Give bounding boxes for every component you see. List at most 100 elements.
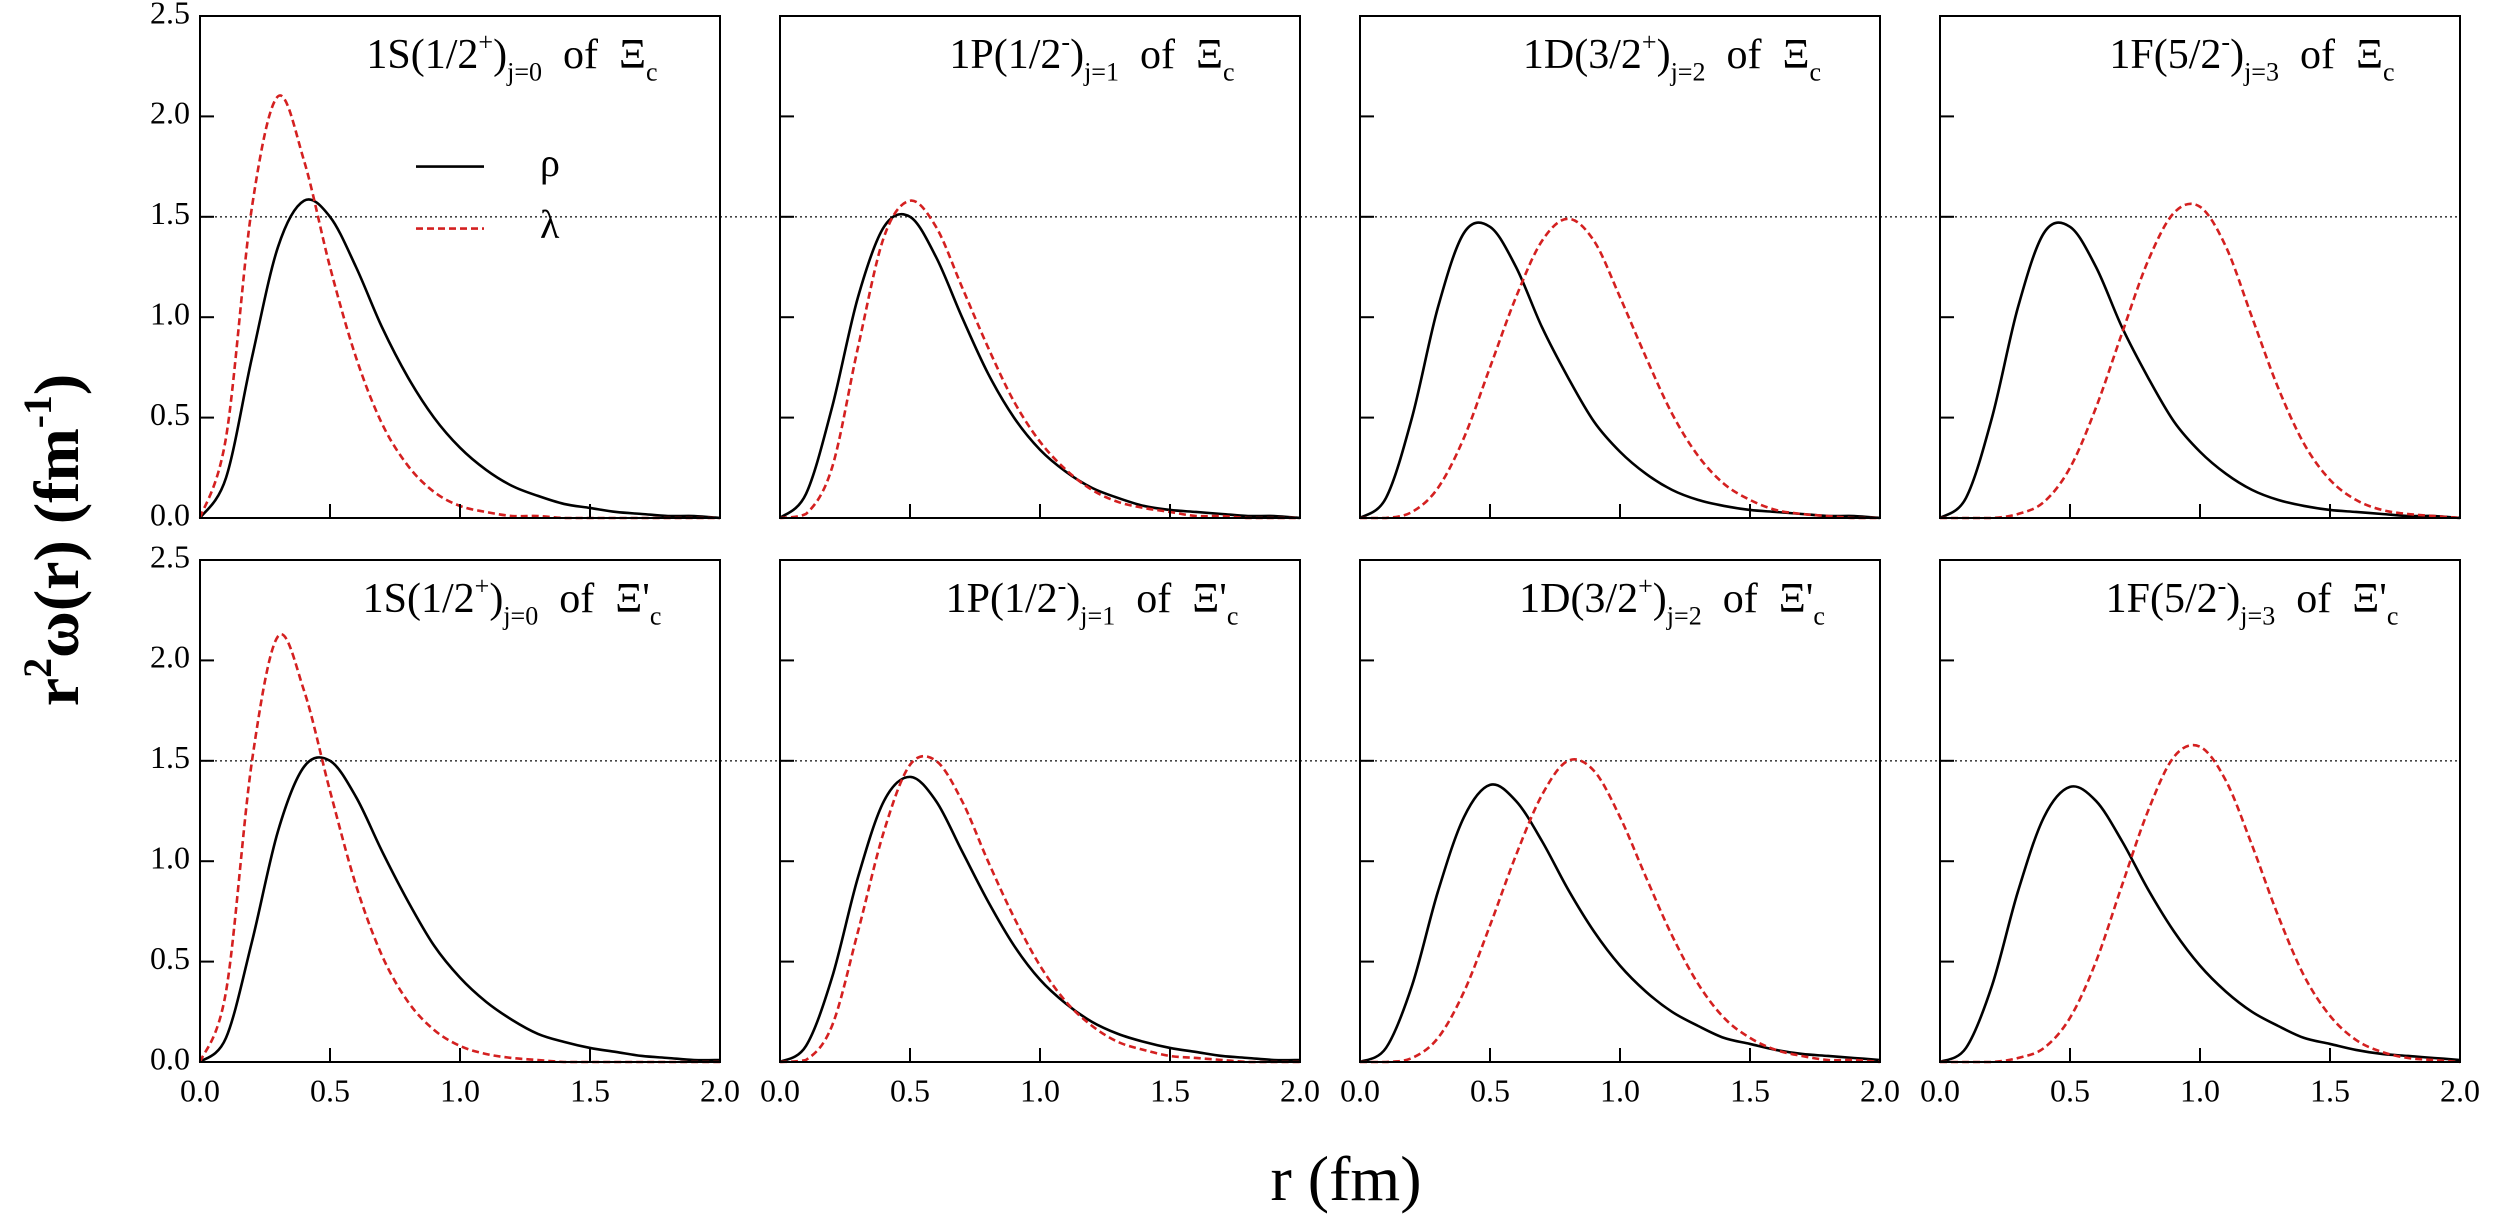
y-axis-label-part: r (21, 678, 92, 706)
panel-title-part: ) (1657, 32, 1671, 78)
panel-title: 1D(3/2+)j=2 of Ξ'c (1519, 571, 1825, 630)
y-tick-label: 2.5 (150, 0, 190, 30)
panel-title: 1F(5/2-)j=3 of Ξ'c (2106, 571, 2399, 630)
legend-label: λ (540, 202, 560, 247)
x-tick-label: 1.5 (1150, 1072, 1190, 1108)
x-tick-label: 0.0 (760, 1072, 800, 1108)
plot-frame (199, 559, 721, 1063)
panel-title-part: - (1058, 571, 1067, 600)
y-tick-label: 2.0 (150, 95, 190, 131)
panel-title-part: 1P(1/2 (946, 576, 1058, 622)
panel-title-part: ) (1070, 32, 1084, 78)
plot-frame (199, 15, 721, 519)
panel-title: 1D(3/2+)j=2 of Ξc (1523, 27, 1821, 86)
panel-title-part: 1S(1/2 (363, 576, 475, 622)
x-tick-label: 1.5 (2310, 1072, 2350, 1108)
panel-title-part: j=1 (1083, 58, 1119, 87)
panel-title: 1F(5/2-)j=3 of Ξc (2109, 27, 2394, 86)
panel-title-part: j=0 (502, 602, 538, 631)
panel-title-part: c (1227, 602, 1239, 631)
x-tick-label: 0.0 (1920, 1072, 1960, 1108)
panel-title-part: j=1 (1079, 602, 1115, 631)
y-tick-label: 1.0 (150, 296, 190, 332)
x-tick-label: 1.5 (570, 1072, 610, 1108)
series-line (1939, 785, 2461, 1064)
panel-title-part: - (2221, 27, 2230, 56)
panel-title-part: j=3 (2243, 58, 2279, 87)
panel-title-part: + (478, 27, 493, 56)
panel-title: 1P(1/2-)j=1 of Ξc (949, 27, 1234, 86)
y-tick-label: 2.0 (150, 639, 190, 675)
panel-title-part: c (646, 58, 658, 87)
series-line (1360, 758, 1881, 1064)
panel-title-part: ) (2226, 576, 2240, 622)
panel-title-part: Ξ' (1192, 576, 1227, 622)
panel-title-part: 1F(5/2 (2106, 576, 2218, 622)
panel-title-part: j=2 (1666, 602, 1702, 631)
panel-title-part: Ξ (1196, 32, 1223, 78)
panel-title-part: ) (1066, 576, 1080, 622)
panel-title-part: - (1061, 27, 1070, 56)
panel-title-part: c (1810, 58, 1822, 87)
panel-title-part: c (2383, 58, 2395, 87)
series-line (779, 199, 1300, 520)
plot-frame (1359, 559, 1881, 1063)
x-tick-label: 0.5 (310, 1072, 350, 1108)
panel-title-part: Ξ (2356, 32, 2383, 78)
series-line (199, 756, 721, 1064)
panel-title-part: ) (1653, 576, 1667, 622)
x-tick-label: 2.0 (1860, 1072, 1900, 1108)
panel-title-part: of (563, 32, 598, 78)
y-axis-label-part: ω(r) (fm (21, 428, 92, 658)
panel-title-part: j=0 (506, 58, 542, 87)
panel-title-part: of (1727, 32, 1762, 78)
x-tick-label: 2.0 (700, 1072, 740, 1108)
panel-title-part: ) (493, 32, 507, 78)
panel-title-part: ) (2230, 32, 2244, 78)
series-line (1940, 202, 2461, 520)
y-axis-label-part: 2 (16, 658, 60, 678)
series-line (779, 212, 1301, 520)
series-line (1359, 221, 1881, 520)
panel-title-part: of (1140, 32, 1175, 78)
panel-title-part: Ξ' (2352, 576, 2387, 622)
y-tick-label: 1.0 (150, 840, 190, 876)
panel-title-part: j=3 (2239, 602, 2275, 631)
y-tick-label: 0.0 (150, 496, 190, 532)
series-line (779, 775, 1301, 1064)
y-tick-label: 0.0 (150, 1040, 190, 1076)
x-tick-label: 2.0 (1280, 1072, 1320, 1108)
panel-title-part: Ξ (1783, 32, 1810, 78)
series-line (1940, 743, 2461, 1064)
x-tick-label: 0.5 (1470, 1072, 1510, 1108)
series-line (779, 754, 1300, 1064)
panel-title-part: + (1638, 571, 1653, 600)
panel-title-part: c (1813, 602, 1825, 631)
panel-title: 1S(1/2+)j=0 of Ξc (366, 27, 657, 86)
panel-title-part: of (559, 576, 594, 622)
panel-title-part: Ξ' (615, 576, 650, 622)
panel-title-part: ) (489, 576, 503, 622)
panel-title-part: + (1642, 27, 1657, 56)
x-tick-label: 1.5 (1730, 1072, 1770, 1108)
x-tick-label: 1.0 (440, 1072, 480, 1108)
panel-title-part: of (2296, 576, 2331, 622)
series-line (198, 198, 721, 520)
y-axis-label-part: ) (21, 374, 92, 395)
panel-title-part: of (2300, 32, 2335, 78)
plot-frame (1939, 559, 2461, 1063)
series-line (1939, 221, 2461, 520)
legend-label: ρ (540, 140, 560, 185)
panel-title-part: 1D(3/2 (1519, 576, 1638, 622)
panel-title-part: 1P(1/2 (949, 32, 1061, 78)
x-tick-label: 0.0 (180, 1072, 220, 1108)
plot-frame (1939, 15, 2461, 519)
panel-title-part: of (1723, 576, 1758, 622)
x-tick-label: 0.0 (1340, 1072, 1380, 1108)
panel-title-part: 1D(3/2 (1523, 32, 1642, 78)
x-axis-label: r (fm) (1270, 1143, 1421, 1214)
panel-title-part: c (650, 602, 662, 631)
x-tick-label: 1.0 (1020, 1072, 1060, 1108)
y-tick-label: 0.5 (150, 940, 190, 976)
series-line (198, 94, 720, 520)
